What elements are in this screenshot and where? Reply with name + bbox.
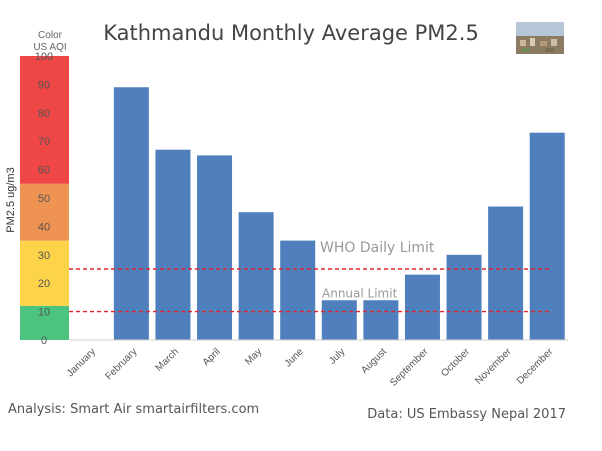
x-tick-june: June xyxy=(283,346,306,369)
y-tick-labels: 0 10 20 30 40 50 60 70 80 90 100 xyxy=(35,51,53,347)
bars xyxy=(113,87,565,341)
x-tick-march: March xyxy=(154,346,181,373)
y-axis-label: PM2.5 ug/m3 xyxy=(5,167,17,232)
bar-august xyxy=(363,300,399,340)
reference-lines: WHO Daily Limit Annual Limit xyxy=(69,240,552,313)
city-photo xyxy=(516,22,564,54)
x-tick-october: October xyxy=(439,346,472,379)
y-tick-0: 0 xyxy=(41,335,47,347)
bar-march xyxy=(155,149,191,340)
bar-october xyxy=(446,254,482,340)
x-tick-february: February xyxy=(103,346,139,382)
bar-november xyxy=(488,206,524,340)
bar-february xyxy=(113,87,149,341)
x-tick-labels: January February March April May June July Augu… xyxy=(65,346,556,389)
chart-title: Kathmandu Monthly Average PM2.5 xyxy=(103,21,479,45)
x-tick-july: July xyxy=(327,346,347,366)
x-tick-september: September xyxy=(388,346,431,389)
x-tick-may: May xyxy=(243,346,264,367)
bar-may xyxy=(238,212,274,340)
analysis-credit: Analysis: Smart Air smartairfilters.com xyxy=(8,402,259,417)
bar-december xyxy=(529,132,565,340)
x-tick-december: December xyxy=(515,346,556,387)
data-source: Data: US Embassy Nepal 2017 xyxy=(367,407,566,422)
x-tick-august: August xyxy=(359,346,389,376)
aqi-band-1 xyxy=(20,240,69,306)
aqi-band-2 xyxy=(20,183,69,241)
aqi-band-3 xyxy=(20,56,69,184)
y-tick-10: 10 xyxy=(38,307,50,319)
scale-header-line1: Color xyxy=(38,30,63,41)
ref-label-annual-limit: Annual Limit xyxy=(322,287,398,301)
y-tick-60: 60 xyxy=(38,165,50,177)
aqi-band-0 xyxy=(20,305,69,340)
y-tick-40: 40 xyxy=(38,221,50,233)
aqi-color-scale xyxy=(20,56,69,340)
bar-september xyxy=(404,274,440,340)
x-tick-november: November xyxy=(473,346,514,387)
y-tick-50: 50 xyxy=(38,193,50,205)
y-tick-70: 70 xyxy=(38,136,50,148)
y-tick-20: 20 xyxy=(38,278,50,290)
x-tick-january: January xyxy=(65,346,98,379)
x-tick-april: April xyxy=(201,346,223,368)
bar-april xyxy=(197,155,233,340)
y-tick-90: 90 xyxy=(38,79,50,91)
y-tick-30: 30 xyxy=(38,250,50,262)
y-tick-100: 100 xyxy=(35,51,53,63)
y-tick-80: 80 xyxy=(38,108,50,120)
bar-july xyxy=(321,300,357,340)
scale-header-line2: US AQI xyxy=(33,42,66,53)
bar-june xyxy=(280,240,316,340)
ref-label-who-daily-limit: WHO Daily Limit xyxy=(320,240,435,256)
